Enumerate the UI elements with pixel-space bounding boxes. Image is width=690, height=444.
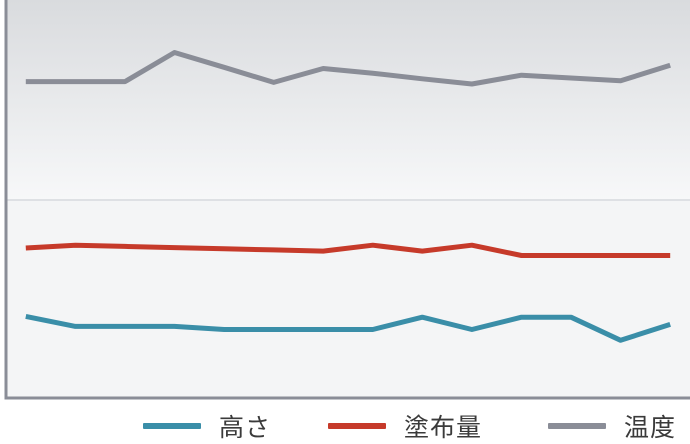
series-line-coating-amount <box>25 242 671 258</box>
legend-item-height: 高さ <box>143 408 271 444</box>
legend-label-height: 高さ <box>219 413 272 442</box>
plot-background-lower <box>6 200 690 398</box>
legend-swatch-height <box>143 423 201 429</box>
legend-swatch-temperature <box>548 423 606 429</box>
legend-label-coating-amount: 塗布量 <box>404 413 483 442</box>
legend-swatch-coating-amount <box>328 423 386 429</box>
plot-background-upper <box>6 0 690 200</box>
legend-label-temperature: 温度 <box>624 413 677 442</box>
series-line-height <box>25 313 671 343</box>
line-chart <box>4 0 690 400</box>
series-layer <box>25 50 671 343</box>
series-line-temperature <box>25 50 671 87</box>
legend-item-coating-amount: 塗布量 <box>328 408 482 444</box>
legend-item-temperature: 温度 <box>548 408 676 444</box>
